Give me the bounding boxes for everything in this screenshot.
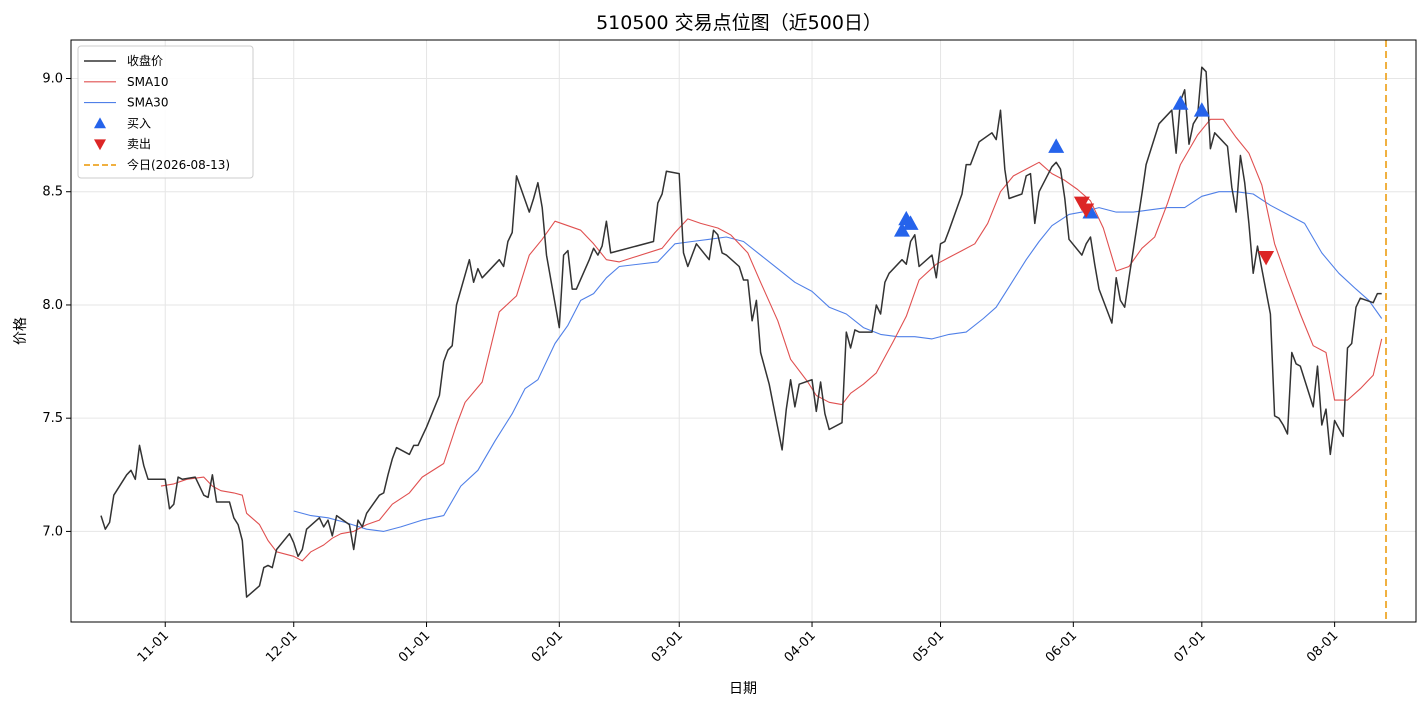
x-tick-label: 07-01 xyxy=(1171,628,1208,665)
y-axis-label: 价格 xyxy=(13,317,29,345)
series-close-line xyxy=(100,66,1382,598)
buy-marker xyxy=(1048,138,1065,153)
legend-label-close: 收盘价 xyxy=(127,53,163,68)
x-tick-label: 11-01 xyxy=(135,628,172,665)
y-tick-label: 9.0 xyxy=(42,71,63,86)
plot-data xyxy=(100,40,1388,622)
buy-marker xyxy=(893,222,910,237)
x-tick-label: 01-01 xyxy=(396,628,433,665)
x-tick-label: 06-01 xyxy=(1043,628,1080,665)
y-tick-label: 8.5 xyxy=(42,185,63,200)
x-axis-label: 日期 xyxy=(729,681,757,697)
grid xyxy=(71,40,1416,622)
legend-swatch-sell xyxy=(94,139,106,151)
legend-label-sma10: SMA10 xyxy=(127,75,168,89)
buy-marker xyxy=(1172,95,1189,110)
sell-marker xyxy=(1078,203,1095,218)
buy-marker xyxy=(1193,102,1210,117)
chart-title: 510500 交易点位图（近500日） xyxy=(596,12,882,34)
legend-label-sma30: SMA30 xyxy=(127,96,168,110)
plot-frame xyxy=(70,39,1417,623)
y-tick-label: 8.0 xyxy=(42,298,63,313)
sell-marker xyxy=(1258,251,1275,266)
x-tick-label: 05-01 xyxy=(910,628,947,665)
y-tick-label: 7.5 xyxy=(42,411,63,426)
x-tick-label: 04-01 xyxy=(782,628,819,665)
buy-marker xyxy=(902,215,919,230)
x-tick-label: 02-01 xyxy=(529,628,566,665)
legend-label-today: 今日(2026-08-13) xyxy=(127,157,230,172)
legend-label-buy: 买入 xyxy=(127,116,151,130)
x-tick-label: 12-01 xyxy=(263,628,300,665)
x-tick-label: 03-01 xyxy=(649,628,686,665)
x-tick-label: 08-01 xyxy=(1304,628,1341,665)
legend-box xyxy=(77,45,254,179)
y-tick-label: 7.0 xyxy=(42,524,63,539)
series-sma30-line xyxy=(293,191,1383,532)
legend-swatch-buy xyxy=(94,117,106,129)
series-sma10-line xyxy=(160,118,1383,562)
legend-label-sell: 卖出 xyxy=(127,137,151,151)
